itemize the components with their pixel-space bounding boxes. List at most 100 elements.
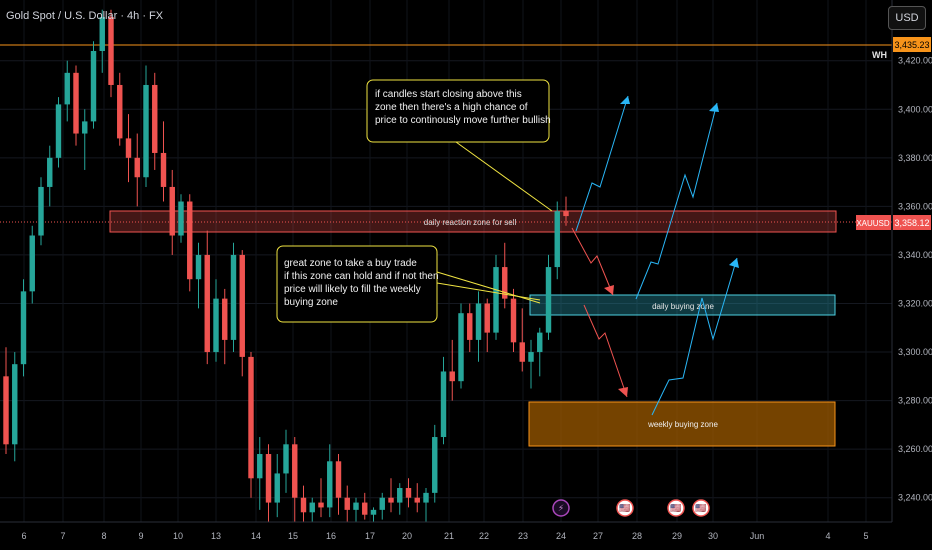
candle-body — [47, 157, 53, 187]
candle-body — [90, 50, 97, 122]
candle-body — [195, 254, 202, 280]
time-tick-label: 27 — [593, 531, 603, 541]
daily-buy-zone[interactable] — [529, 294, 836, 316]
candle-body — [309, 502, 315, 513]
price-tags: WH 3,435.23 XAUUSD 3,358.12 — [856, 37, 931, 230]
candle-body — [108, 16, 114, 85]
buy-note-line: price will likely to fill the weekly — [284, 284, 421, 295]
price-tick-label: 3,280.00 — [898, 396, 932, 406]
currency-button[interactable]: USD — [888, 6, 926, 30]
symbol-tag-label: XAUUSD — [856, 219, 890, 228]
zones: daily reaction zone for sell daily buyin… — [109, 210, 837, 447]
bullish-note-line: if candles start closing above this — [375, 89, 522, 100]
us-flag-event-icon[interactable]: 🇺🇸 — [692, 499, 710, 517]
price-tick-label: 3,400.00 — [898, 104, 932, 114]
time-tick-label: 8 — [101, 531, 106, 541]
candle-body — [318, 502, 324, 508]
time-axis[interactable]: 6 7 8 9 10 13 14 15 16 17 20 21 22 23 24 27 28 29 30 Jun 4 5 — [0, 521, 892, 541]
us-flag-event-icon[interactable]: 🇺🇸 — [667, 499, 685, 517]
time-tick-label: 30 — [708, 531, 718, 541]
buy-note-pointer — [436, 282, 541, 301]
bullish-note-pointer — [455, 141, 553, 212]
candle-body — [187, 201, 193, 280]
symbol-tag — [856, 215, 891, 230]
candles — [3, 9, 569, 522]
us-flag-event-icon[interactable]: 🇺🇸 — [616, 499, 634, 517]
price-axis[interactable]: 3,420.00 3,400.00 3,380.00 3,360.00 3,340.00… — [891, 0, 932, 550]
time-tick-label: Jun — [750, 531, 765, 541]
price-tick-label: 3,360.00 — [898, 201, 932, 211]
candle-body — [344, 497, 350, 510]
candle-body — [397, 488, 403, 503]
sell-zone-label: daily reaction zone for sell — [424, 218, 517, 227]
wh-price-tag — [893, 37, 931, 52]
candle-body — [563, 211, 569, 217]
candle-body — [423, 492, 429, 503]
event-marker-glyph: 🇺🇸 — [619, 503, 630, 514]
candle-body — [160, 152, 167, 187]
event-markers[interactable]: ⚡ 🇺🇸 🇺🇸 🇺🇸 — [552, 499, 710, 517]
weekly-buy-zone[interactable] — [528, 401, 836, 447]
daily-buy-zone-label: daily buying zone — [652, 302, 714, 311]
candle-body — [388, 497, 394, 503]
price-tick-label: 3,260.00 — [898, 444, 932, 454]
candle-body — [519, 342, 525, 362]
candle-body — [274, 473, 280, 503]
candle-body — [327, 461, 333, 508]
candle-body — [222, 298, 228, 340]
time-tick-label: 10 — [173, 531, 183, 541]
time-tick-label: 17 — [365, 531, 375, 541]
sell-zone[interactable] — [109, 210, 837, 233]
time-tick-label: 20 — [402, 531, 412, 541]
earnings-lightning-icon[interactable]: ⚡ — [552, 499, 570, 517]
candle-body — [178, 201, 184, 236]
candle-body — [283, 444, 289, 474]
time-tick-label: 22 — [479, 531, 489, 541]
buy-note[interactable] — [276, 245, 438, 323]
candle-body — [484, 303, 490, 333]
candle-body — [493, 267, 499, 333]
candle-body — [99, 16, 105, 51]
symbol-title: Gold Spot / U.S. Dollar · 4h · FX — [6, 10, 164, 22]
candle-body — [300, 497, 307, 513]
candle-body — [502, 267, 508, 299]
wh-label: WH — [872, 50, 887, 60]
candle-body — [292, 444, 298, 498]
candle-body — [353, 502, 359, 510]
price-tick-label: 3,320.00 — [898, 298, 932, 308]
candle-body — [20, 291, 27, 365]
time-tick-label: 7 — [60, 531, 65, 541]
candle-body — [414, 497, 420, 503]
candle-body — [475, 303, 482, 340]
time-tick-label: 29 — [672, 531, 682, 541]
candle-body — [537, 332, 543, 353]
last-price-tag — [893, 215, 931, 230]
candle-body — [362, 502, 368, 515]
reference-lines — [0, 44, 892, 223]
candle-body — [239, 254, 245, 357]
time-tick-label: 28 — [632, 531, 642, 541]
candle-body — [458, 313, 464, 382]
candle-body — [440, 371, 447, 438]
candle-body — [55, 104, 62, 158]
event-marker-glyph: 🇺🇸 — [670, 503, 681, 514]
arrowhead-icon — [618, 387, 628, 397]
candle-body — [29, 235, 35, 292]
time-tick-label: 4 — [825, 531, 830, 541]
candle-body — [405, 488, 412, 498]
time-tick-label: 24 — [556, 531, 566, 541]
price-axis-background — [892, 0, 932, 550]
projection-arrows — [571, 95, 739, 416]
candle-body — [64, 72, 70, 105]
bullish-note[interactable] — [366, 79, 550, 143]
buy-note-pointer — [436, 271, 541, 304]
last-price: 3,358.12 — [894, 218, 929, 228]
candle-body — [213, 298, 219, 353]
time-tick-label: 9 — [138, 531, 143, 541]
candle-body — [467, 313, 473, 340]
event-marker-glyph: ⚡ — [558, 504, 564, 514]
candle-body — [204, 254, 210, 353]
candle-body — [257, 454, 263, 479]
candle-body — [82, 121, 88, 134]
